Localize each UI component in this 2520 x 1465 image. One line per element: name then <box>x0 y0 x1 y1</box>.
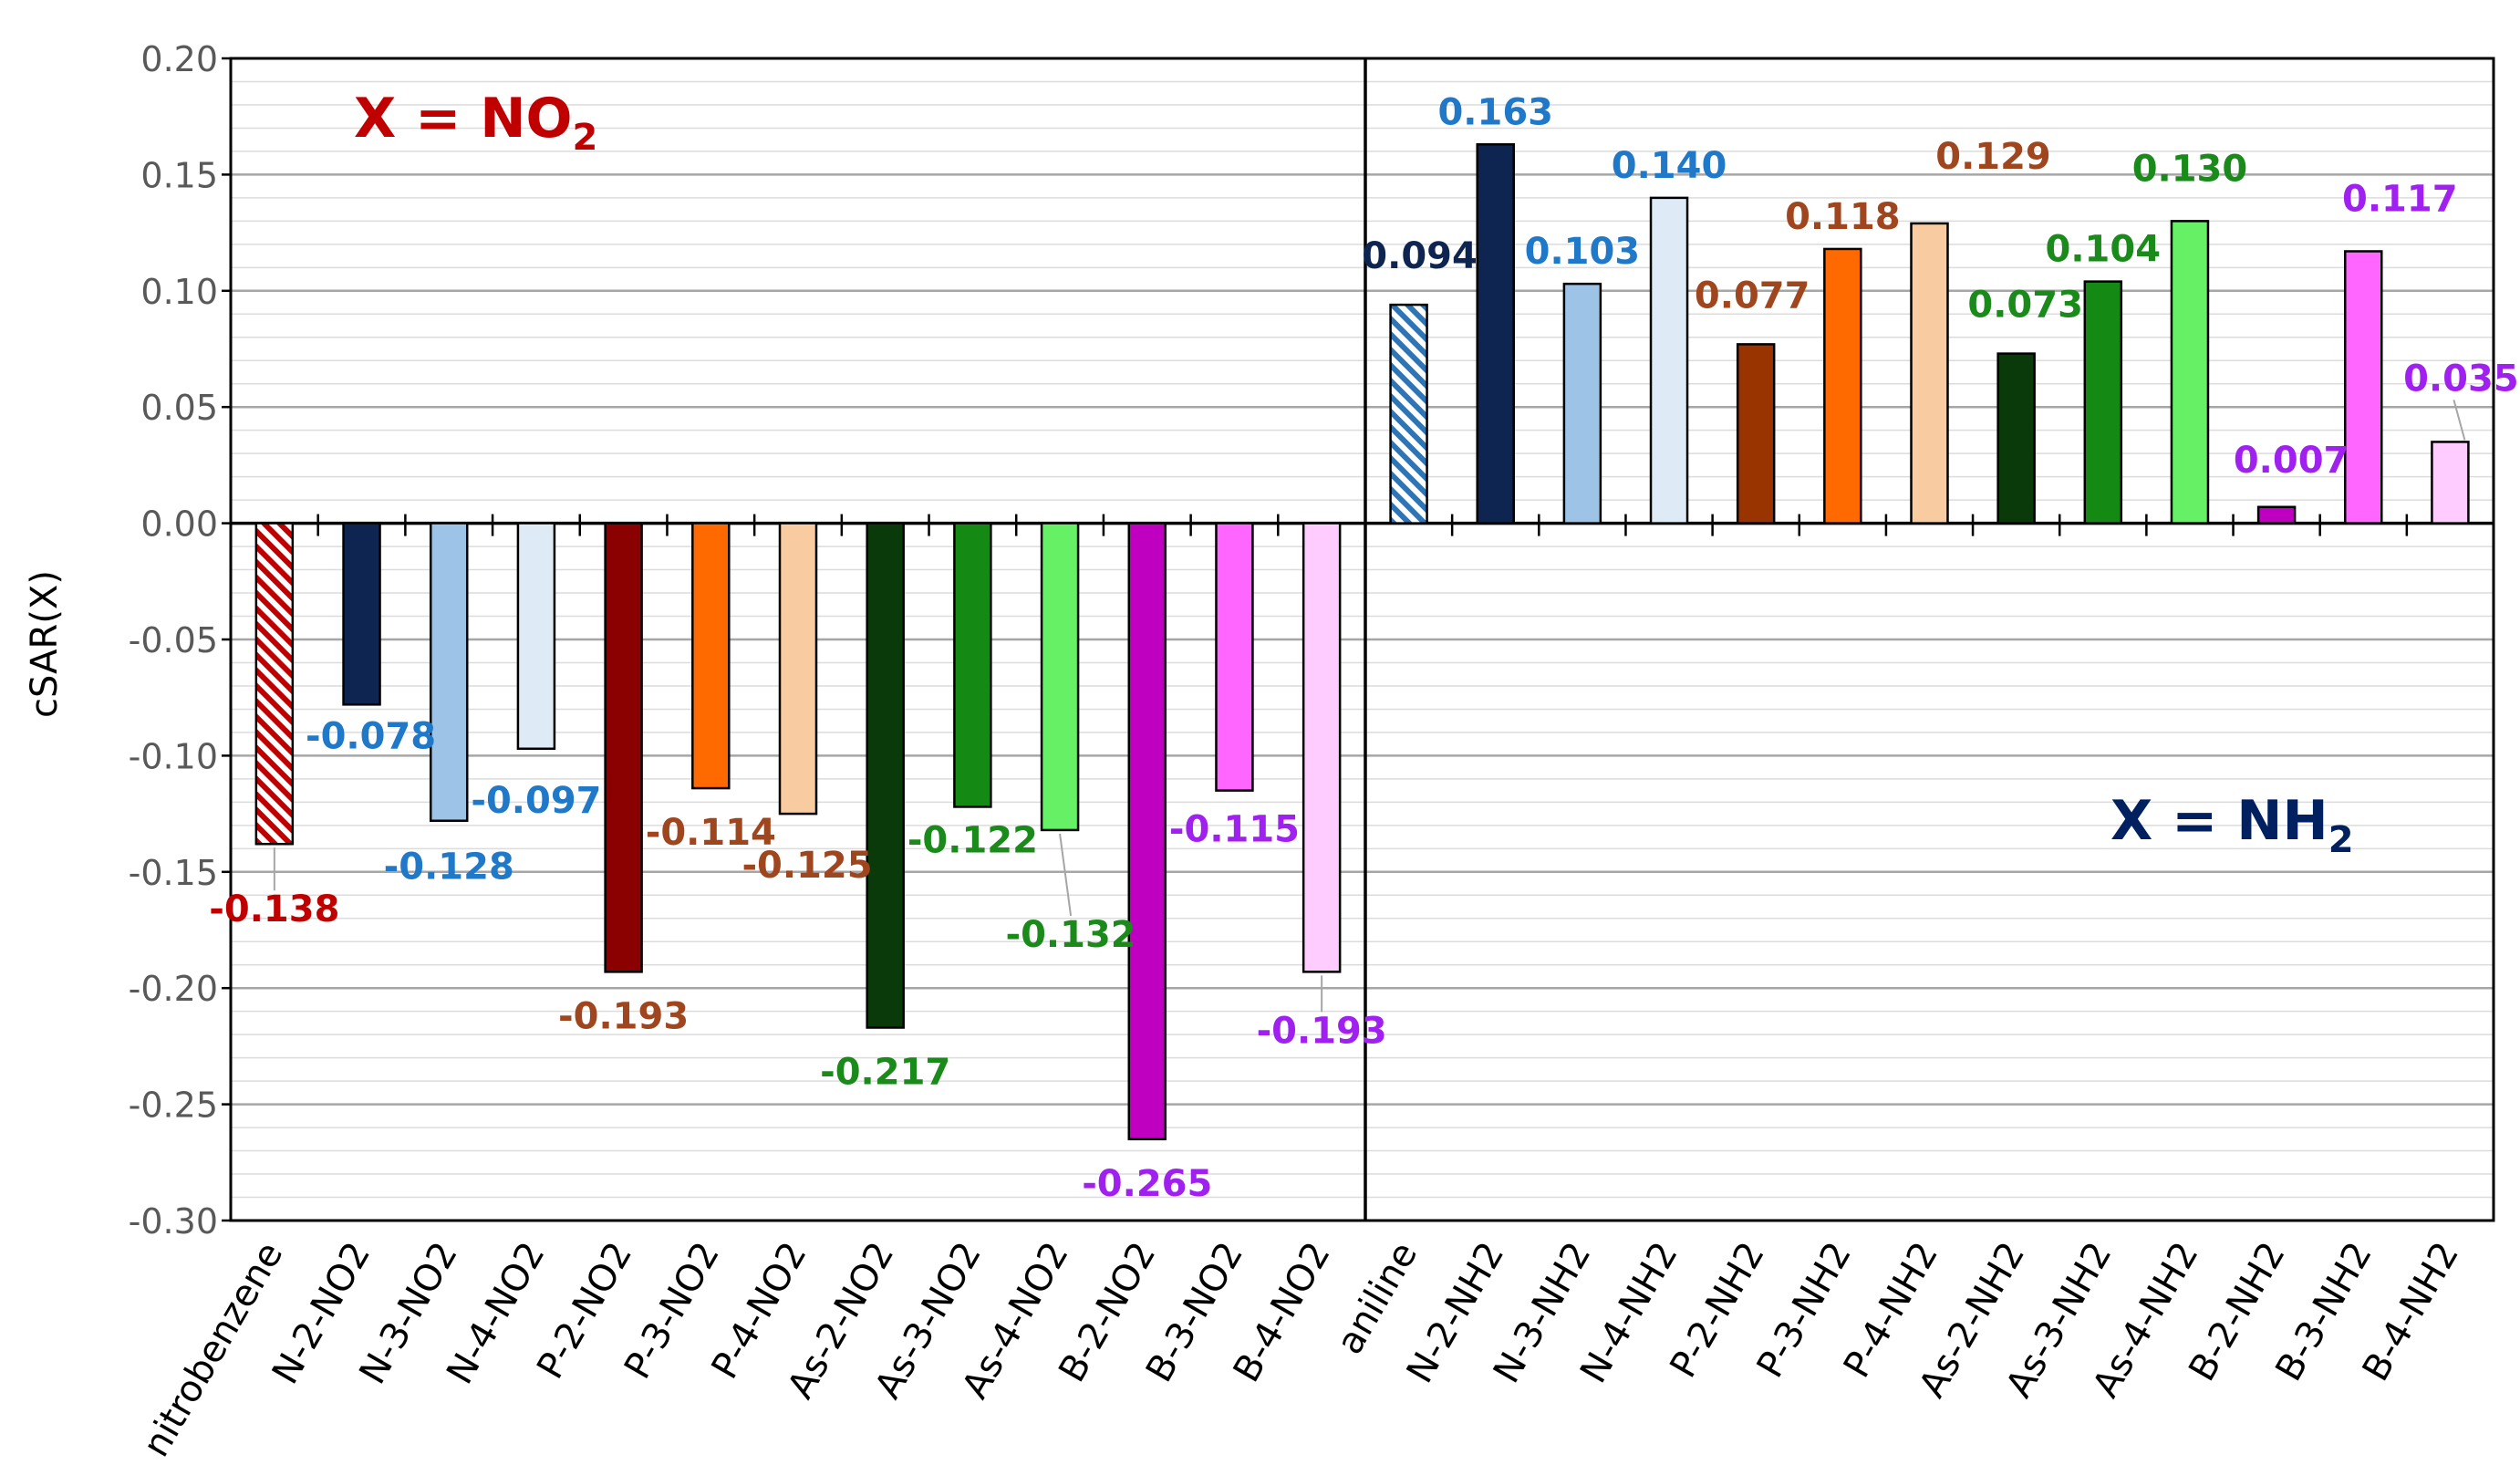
bar-N-3-NH2 <box>1562 282 1602 525</box>
panel-label-no2: X = NO2 <box>354 87 597 159</box>
bar-B-3-NO2 <box>1215 522 1254 792</box>
bar-N-2-NH2 <box>1476 143 1515 525</box>
bar-aniline <box>1389 303 1428 525</box>
value-label-P-3-NO2: -0.114 <box>646 812 776 854</box>
panel-label-nh2: X = NH2 <box>2110 789 2354 861</box>
value-label-As-4-NH2: 0.130 <box>2132 148 2248 190</box>
value-label-B-2-NH2: 0.007 <box>2234 440 2349 482</box>
bar-As-3-NH2 <box>2083 280 2123 525</box>
bar-B-2-NO2 <box>1127 522 1167 1141</box>
label-leader-line <box>2453 400 2466 441</box>
y-tick-label: -0.20 <box>129 969 218 1009</box>
y-axis-title: cSAR(X) <box>24 570 66 718</box>
value-label-N-3-NO2: -0.128 <box>384 847 514 888</box>
bar-As-2-NH2 <box>1996 352 2036 525</box>
bar-P-3-NH2 <box>1823 247 1862 525</box>
y-tick-label: 0.20 <box>140 39 218 79</box>
y-tick-label: -0.15 <box>129 853 218 893</box>
value-label-B-3-NO2: -0.115 <box>1169 809 1300 851</box>
value-label-B-4-NH2: 0.035 <box>2403 358 2519 400</box>
bar-B-2-NH2 <box>2256 505 2297 525</box>
y-tick-label: -0.25 <box>129 1086 218 1126</box>
bar-As-4-NO2 <box>1040 522 1080 832</box>
value-label-nitrobenzene: -0.138 <box>209 888 339 930</box>
value-label-P-4-NO2: -0.125 <box>741 845 872 887</box>
value-label-N-2-NH2: 0.163 <box>1437 91 1553 133</box>
bar-As-3-NO2 <box>953 522 992 808</box>
bar-B-4-NH2 <box>2431 441 2470 525</box>
y-tick-label: -0.05 <box>129 620 218 660</box>
value-label-N-4-NO2: -0.097 <box>471 780 601 822</box>
y-tick-label: 0.05 <box>140 388 218 428</box>
bar-N-3-NO2 <box>429 522 469 822</box>
x-tick-label-nitrobenzene: nitrobenzene <box>135 1235 291 1460</box>
value-label-N-4-NH2: 0.140 <box>1612 145 1727 187</box>
value-label-N-3-NH2: 0.103 <box>1525 231 1641 273</box>
value-label-As-2-NH2: 0.073 <box>1967 285 2083 327</box>
x-tick-label-aniline: aniline <box>1329 1235 1426 1361</box>
bar-N-2-NO2 <box>342 522 381 706</box>
y-tick-label: 0.15 <box>140 155 218 195</box>
bar-As-2-NO2 <box>866 522 905 1029</box>
value-label-N-2-NO2: -0.078 <box>306 715 436 757</box>
y-tick-label: 0.10 <box>140 272 218 312</box>
bar-N-4-NO2 <box>516 522 556 751</box>
value-label-As-4-NO2: -0.132 <box>1006 914 1136 956</box>
value-label-aniline: 0.094 <box>1362 235 1478 277</box>
bar-P-4-NH2 <box>1910 222 1949 525</box>
value-label-B-4-NO2: -0.193 <box>1257 1010 1387 1052</box>
bar-P-2-NH2 <box>1736 343 1776 525</box>
bar-N-4-NH2 <box>1649 196 1689 525</box>
value-label-B-2-NO2: -0.265 <box>1082 1163 1212 1205</box>
value-label-P-4-NH2: 0.129 <box>1935 136 2051 178</box>
bar-B-4-NO2 <box>1301 522 1342 973</box>
value-label-P-2-NO2: -0.193 <box>558 995 689 1037</box>
bar-B-3-NH2 <box>2344 250 2383 525</box>
value-label-P-2-NH2: 0.077 <box>1695 275 1810 317</box>
y-tick-label: -0.10 <box>129 736 218 776</box>
label-leader-line <box>1059 833 1073 917</box>
value-label-B-3-NH2: 0.117 <box>2342 178 2458 220</box>
y-tick-label: -0.30 <box>129 1201 218 1242</box>
y-tick-label: 0.00 <box>140 504 218 545</box>
value-label-As-3-NO2: -0.122 <box>907 819 1038 861</box>
bar-nitrobenzene <box>254 522 295 846</box>
value-label-As-2-NO2: -0.217 <box>820 1052 950 1094</box>
bar-P-4-NO2 <box>778 522 818 816</box>
bar-As-4-NH2 <box>2170 220 2210 525</box>
value-label-As-3-NH2: 0.104 <box>2046 229 2162 271</box>
bar-P-3-NO2 <box>691 522 731 790</box>
bar-P-2-NO2 <box>604 522 643 973</box>
value-label-P-3-NH2: 0.118 <box>1785 196 1901 238</box>
